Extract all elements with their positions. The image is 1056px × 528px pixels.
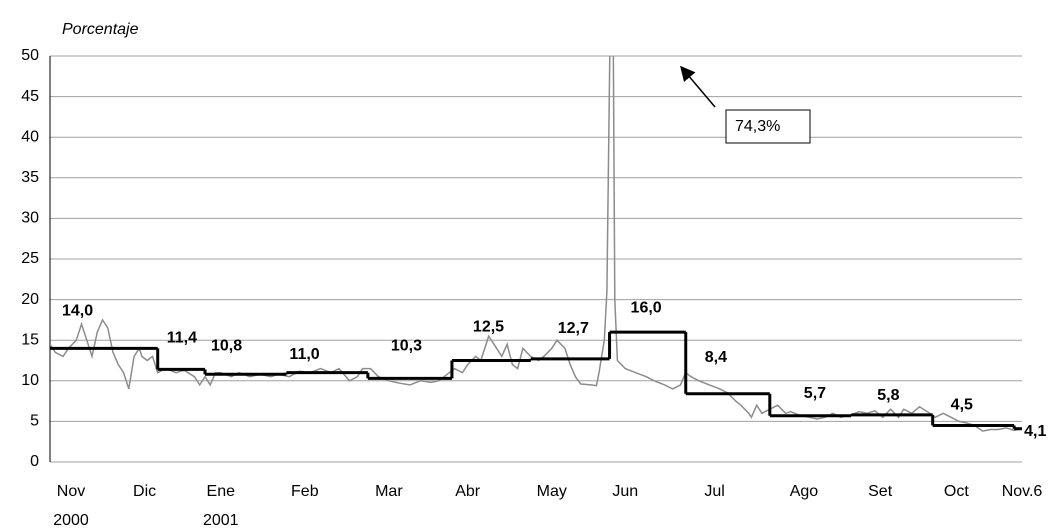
annotation-arrow	[680, 65, 716, 108]
y-tick-label: 20	[21, 291, 39, 308]
value-label: 12,7	[558, 320, 589, 337]
value-label: 10,8	[211, 338, 242, 355]
x-tick-label: Abr	[455, 483, 481, 500]
value-label: 16,0	[631, 299, 662, 316]
y-tick-label: 50	[21, 47, 39, 64]
value-label: 4,5	[951, 397, 973, 414]
y-axis-label: Porcentaje	[62, 21, 139, 38]
value-label: 10,3	[391, 338, 422, 355]
y-tick-label: 15	[21, 331, 39, 348]
daily-line	[50, 56, 1022, 432]
grid	[50, 55, 1022, 463]
y-tick-label: 45	[21, 88, 39, 105]
value-label: 14,0	[62, 303, 93, 320]
x-tick-label: May	[537, 483, 567, 500]
value-label: 5,7	[804, 385, 826, 402]
y-tick-label: 0	[30, 453, 39, 470]
annotation-text: 74,3%	[735, 118, 780, 135]
plot-area	[50, 56, 1022, 432]
x-sublabel: 2000	[53, 512, 89, 528]
y-tick-label: 10	[21, 372, 39, 389]
x-tick-label: Mar	[375, 483, 403, 500]
value-label: 4,1	[1024, 423, 1046, 440]
value-label: 12,5	[473, 319, 504, 336]
x-tick-label: Nov.6	[1002, 483, 1043, 500]
annotation-box	[725, 109, 811, 144]
value-label: 5,8	[877, 387, 899, 404]
x-tick-label: Ene	[207, 483, 236, 500]
x-tick-label: Nov	[57, 483, 85, 500]
x-tick-label: Dic	[133, 483, 156, 500]
x-sublabel: 2001	[203, 512, 239, 528]
y-tick-label: 25	[21, 250, 39, 267]
steps	[50, 330, 1022, 431]
y-tick-label: 5	[30, 413, 39, 430]
x-tick-label: Jun	[612, 483, 638, 500]
x-tick-label: Oct	[944, 483, 969, 500]
y-tick-label: 30	[21, 210, 39, 227]
x-tick-label: Feb	[291, 483, 319, 500]
x-tick-label: Jul	[704, 483, 724, 500]
value-label: 11,4	[167, 330, 197, 347]
y-tick-label: 40	[21, 128, 39, 145]
value-label: 8,4	[705, 349, 727, 366]
x-tick-label: Ago	[790, 483, 819, 500]
x-tick-label: Set	[868, 483, 893, 500]
y-tick-label: 35	[21, 169, 39, 186]
value-label: 11,0	[289, 346, 319, 363]
